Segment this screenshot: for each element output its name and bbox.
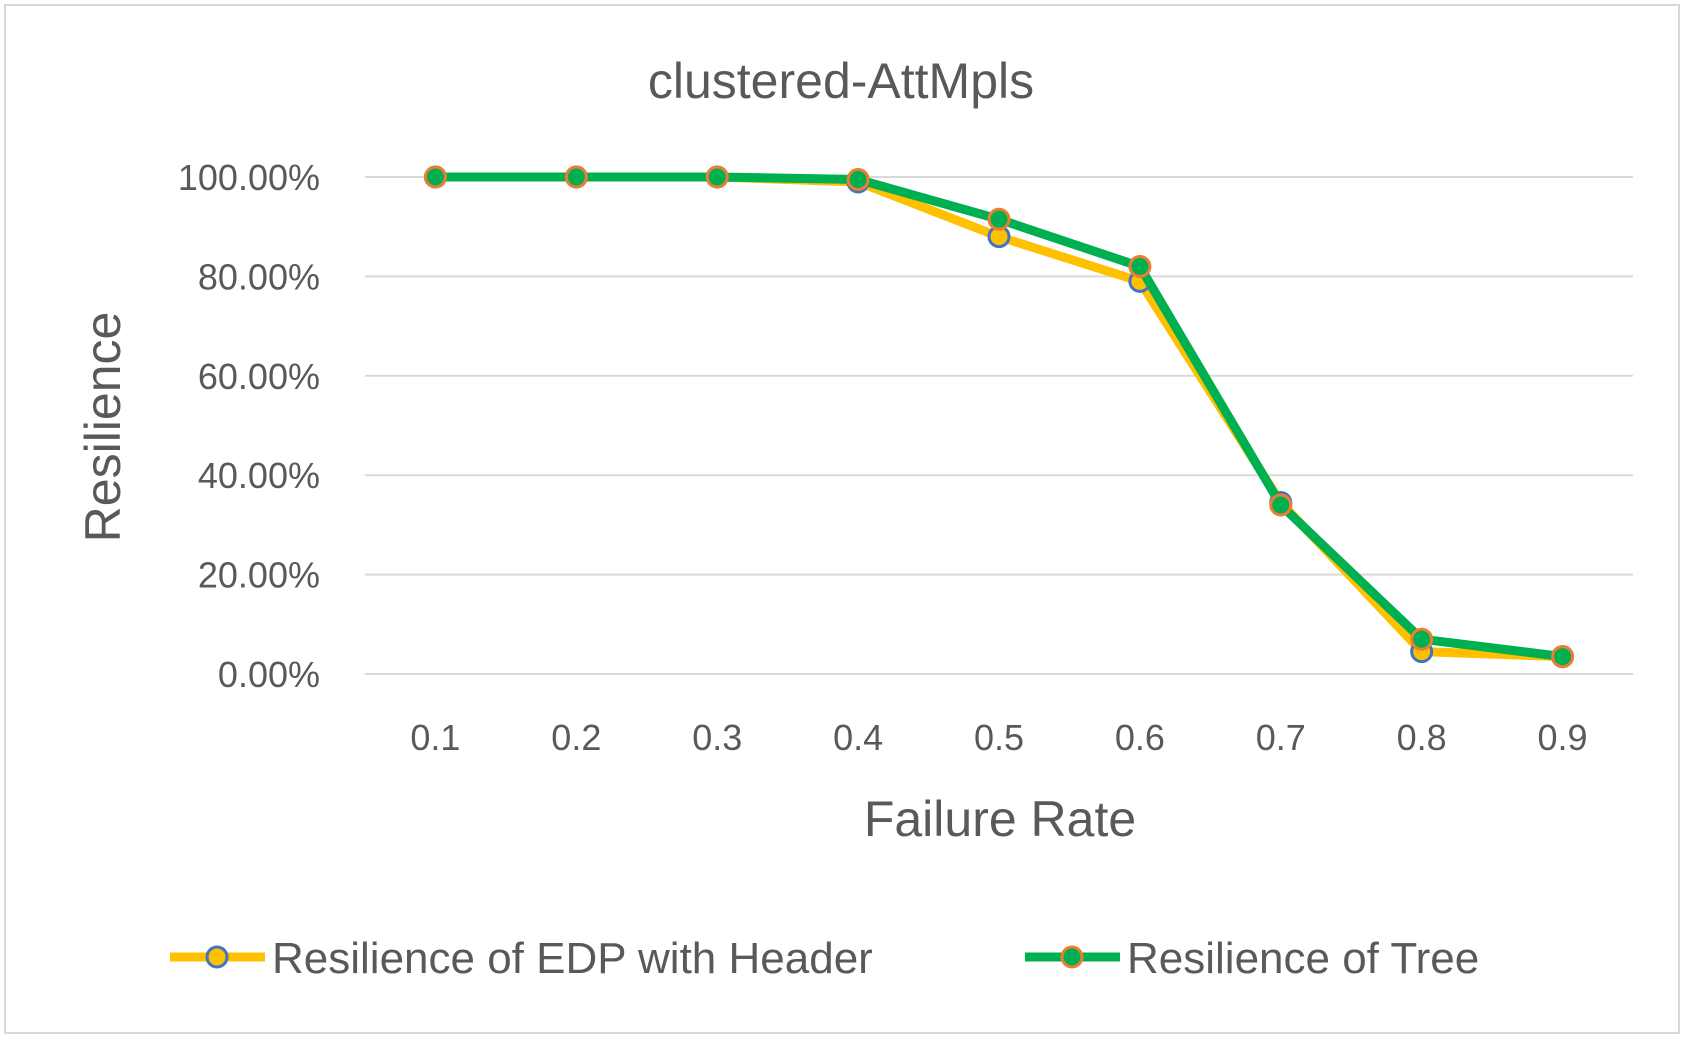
x-tick-label: 0.7 — [1256, 717, 1306, 758]
x-tick-label: 0.8 — [1397, 717, 1447, 758]
x-tick-label: 0.2 — [551, 717, 601, 758]
legend-label: Resilience of EDP with Header — [272, 934, 873, 983]
y-tick-label: 20.00% — [198, 555, 320, 596]
series-line — [430, 172, 1568, 662]
data-point — [846, 167, 870, 191]
y-axis-title: Resilience — [75, 312, 131, 543]
data-point — [564, 165, 588, 189]
y-tick-label: 80.00% — [198, 256, 320, 297]
x-axis-title: Failure Rate — [864, 791, 1136, 847]
y-tick-label: 40.00% — [198, 455, 320, 496]
data-point — [705, 165, 729, 189]
x-axis-ticks: 0.1 0.2 0.3 0.4 0.5 0.6 0.7 0.8 0.9 — [410, 717, 1587, 758]
data-point — [1269, 493, 1293, 517]
series-1 — [423, 165, 1575, 669]
data-point — [1551, 645, 1575, 669]
x-tick-label: 0.4 — [833, 717, 883, 758]
series-2 — [423, 165, 1575, 669]
chart-title: clustered-AttMpls — [648, 53, 1034, 109]
legend-label: Resilience of Tree — [1127, 934, 1479, 983]
legend-marker — [1060, 945, 1084, 969]
gridlines — [365, 176, 1633, 675]
x-tick-label: 0.6 — [1115, 717, 1165, 758]
data-point — [423, 165, 447, 189]
data-point — [1410, 627, 1434, 651]
legend: Resilience of EDP with Header Resilience … — [170, 934, 1479, 983]
y-tick-label: 100.00% — [178, 157, 320, 198]
x-tick-label: 0.3 — [692, 717, 742, 758]
y-axis-ticks: 0.00% 20.00% 40.00% 60.00% 80.00% 100.00% — [178, 157, 320, 695]
data-point — [1128, 254, 1152, 278]
x-tick-label: 0.1 — [410, 717, 460, 758]
legend-item-1: Resilience of EDP with Header — [170, 934, 873, 983]
legend-marker — [205, 945, 229, 969]
x-tick-label: 0.9 — [1538, 717, 1588, 758]
y-tick-label: 0.00% — [218, 654, 320, 695]
legend-item-2: Resilience of Tree — [1025, 934, 1479, 983]
y-tick-label: 60.00% — [198, 356, 320, 397]
data-point — [987, 207, 1011, 231]
x-tick-label: 0.5 — [974, 717, 1024, 758]
series-layer — [423, 165, 1575, 669]
series-line — [430, 172, 1568, 662]
